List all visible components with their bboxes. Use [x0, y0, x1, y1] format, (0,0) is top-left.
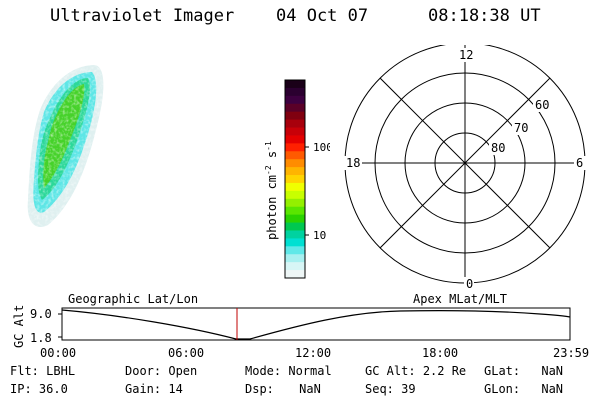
instrument-title: Ultraviolet Imager [50, 6, 235, 26]
glat-label: GLat: [484, 364, 521, 378]
colorbar-cell [285, 238, 305, 247]
ip-label: IP: [10, 382, 32, 396]
colorbar-tick-label-100: 100 [313, 141, 330, 154]
colorbar-cell [285, 262, 305, 271]
colorbar-cell [285, 270, 305, 279]
colorbar-cell [285, 87, 305, 97]
glon-label: GLon: [484, 382, 521, 396]
dsp-label: Dsp: [245, 382, 274, 396]
flt-label: Flt: [10, 364, 39, 378]
flt-field: Flt: LBHL [10, 364, 75, 378]
orbit-x-tick-1800: 18:00 [422, 346, 458, 360]
orbit-panel: GC Alt Geographic Lat/Lon Apex MLat/MLT … [12, 292, 589, 360]
lat-label-60: 60 [535, 98, 549, 112]
mlt-label-12: 12 [459, 48, 473, 62]
colorbar-gradient [285, 80, 305, 279]
colorbar-cell [285, 214, 305, 224]
auroral-emission [27, 65, 104, 228]
auroral-image [27, 65, 104, 228]
colorbar: 100 10 photon cm-2 s-1 [264, 79, 330, 279]
glat-value: NaN [541, 364, 564, 378]
orbit-plot-frame [61, 307, 571, 341]
colorbar-cell [285, 222, 305, 231]
colorbar-cell [285, 135, 305, 144]
colorbar-cell [285, 175, 305, 184]
seq-label: Seq: [365, 382, 394, 396]
colorbar-cell [285, 151, 305, 160]
dsp-value: NaN [299, 382, 321, 396]
colorbar-cell [285, 206, 305, 216]
date-label: 04 Oct 07 [276, 6, 369, 26]
colorbar-cell [285, 246, 305, 255]
mode-value: Normal [288, 364, 332, 378]
gcalt-value: 2.2 Re [422, 364, 467, 378]
gain-field: Gain: 14 [125, 382, 183, 396]
dsp-field: Dsp: NaN [245, 382, 321, 396]
polar-diagonal-2 [379, 77, 551, 249]
mlt-label-18: 18 [346, 156, 360, 170]
colorbar-tick-label-10: 10 [313, 229, 326, 242]
colorbar-cell [285, 127, 305, 136]
colorbar-cell [285, 143, 305, 152]
gcalt-field: GC Alt: 2.2 Re [365, 364, 466, 378]
orbit-x-tick-0000: 00:00 [40, 346, 76, 360]
gain-value: 14 [168, 382, 183, 396]
colorbar-cell [285, 103, 305, 113]
orbit-y-tick-min: 1.8 [30, 331, 52, 345]
colorbar-cell [285, 182, 305, 192]
seq-value: 39 [401, 382, 416, 396]
colorbar-unit-label: photon cm-2 s-1 [264, 141, 279, 240]
polar-grid: 12 0 18 6 60 70 80 [344, 45, 586, 291]
colorbar-cell [285, 119, 305, 129]
apex-title: Apex MLat/MLT [413, 292, 507, 306]
colorbar-cell [285, 254, 305, 263]
geographic-title: Geographic Lat/Lon [68, 292, 198, 306]
lat-label-70: 70 [514, 121, 528, 135]
ip-value: 36.0 [38, 382, 68, 396]
gcalt-label: GC Alt: [365, 364, 416, 378]
orbit-y-tick-max: 9.0 [30, 307, 52, 321]
mlt-label-6: 6 [576, 156, 583, 170]
colorbar-cell [285, 95, 305, 105]
gain-label: Gain: [125, 382, 162, 396]
lat-label-80: 80 [491, 141, 505, 155]
colorbar-cell [285, 167, 305, 176]
door-label: Door: [125, 364, 162, 378]
door-field: Door: Open [125, 364, 197, 378]
orbit-x-tick-0600: 06:00 [168, 346, 204, 360]
glon-value: NaN [541, 382, 564, 396]
orbit-x-tick-1200: 12:00 [295, 346, 331, 360]
colorbar-cell [285, 230, 305, 239]
ip-field: IP: 36.0 [10, 382, 68, 396]
mlt-label-0: 0 [466, 277, 473, 291]
orbit-x-tick-2359: 23:59 [553, 346, 589, 360]
colorbar-cell [285, 111, 305, 121]
orbit-altitude-curve [61, 309, 571, 340]
glon-field: GLon: NaN [484, 382, 563, 396]
colorbar-cell [285, 159, 305, 168]
colorbar-frame [284, 79, 306, 279]
colorbar-cell [285, 198, 305, 208]
door-value: Open [168, 364, 198, 378]
mode-label: Mode: [245, 364, 282, 378]
seq-field: Seq: 39 [365, 382, 416, 396]
flt-value: LBHL [46, 364, 76, 378]
colorbar-cell [285, 190, 305, 200]
orbit-y-axis-label: GC Alt [12, 305, 26, 348]
time-label: 08:18:38 UT [428, 6, 541, 26]
mode-field: Mode: Normal [245, 364, 332, 378]
glat-field: GLat: NaN [484, 364, 563, 378]
colorbar-cell [285, 80, 305, 89]
